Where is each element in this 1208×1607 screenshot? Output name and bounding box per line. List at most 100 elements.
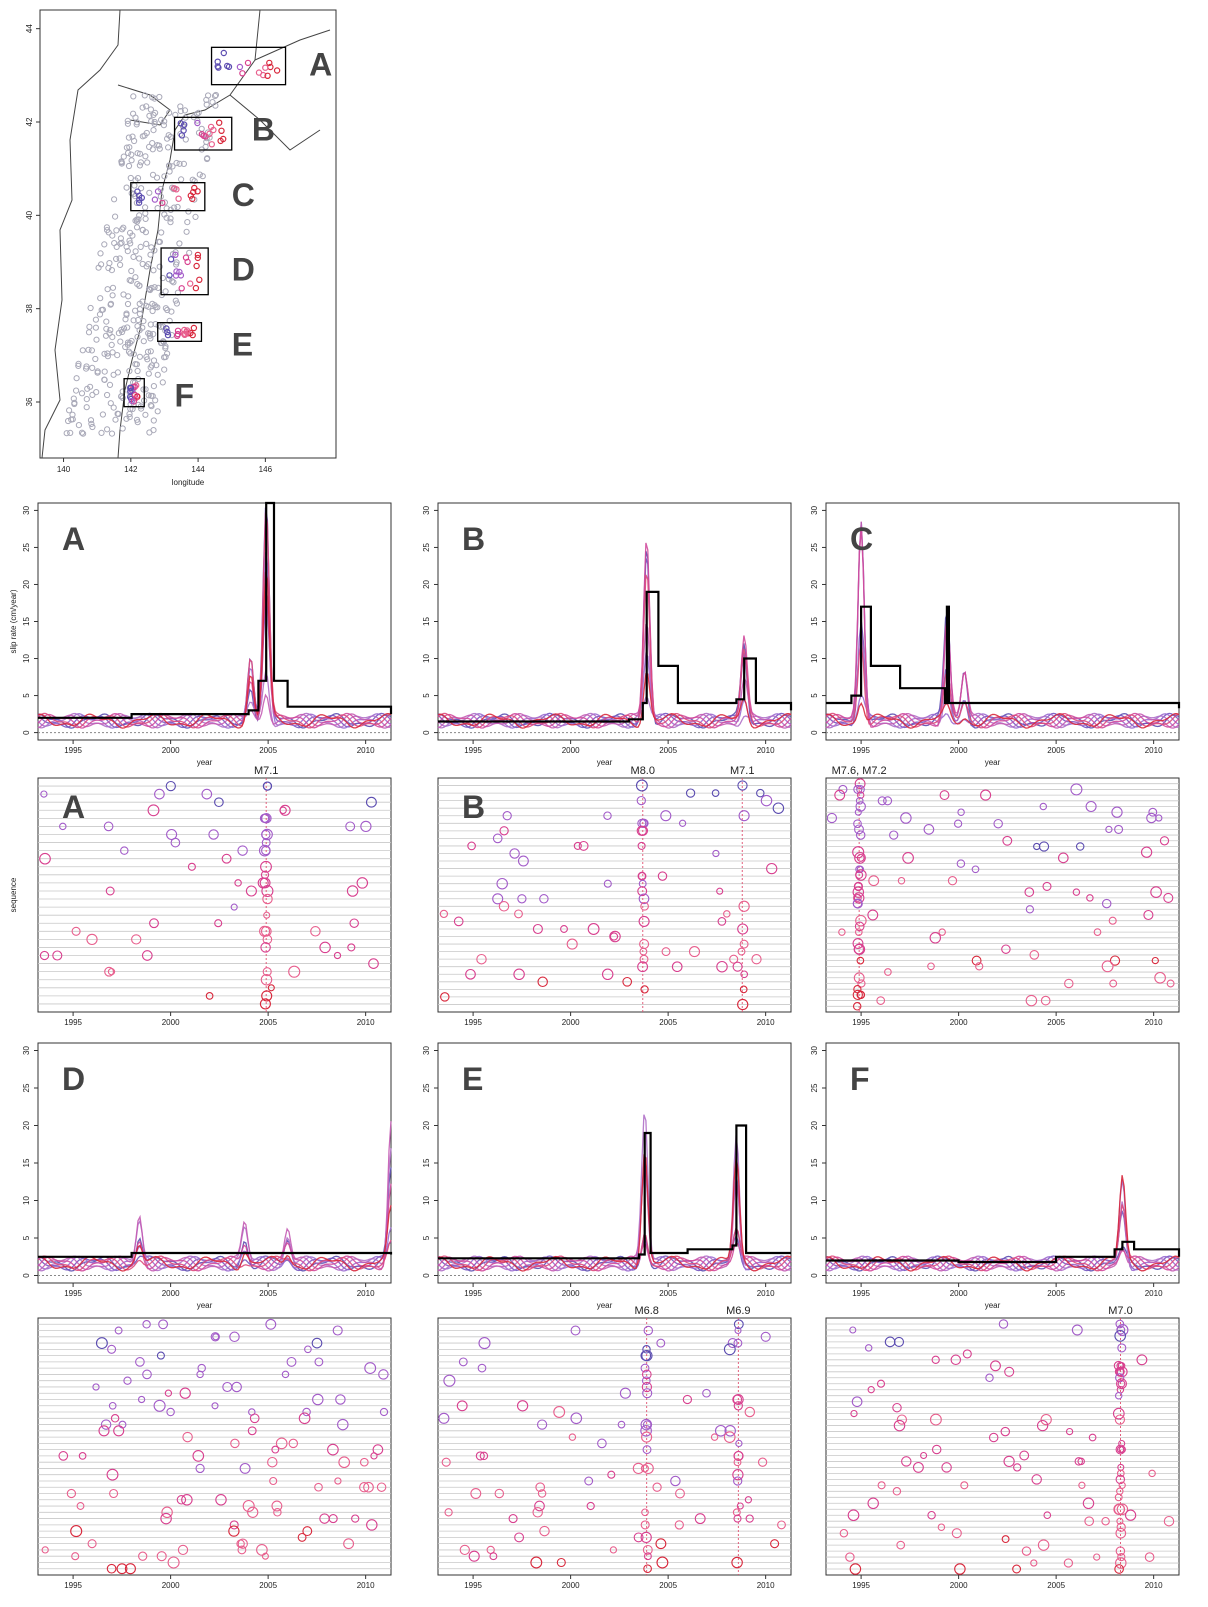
repeater-event-marker <box>570 1412 583 1425</box>
y-tick-label: 15 <box>422 617 431 626</box>
y-tick-label: 0 <box>810 730 819 735</box>
background-event-marker <box>124 120 132 127</box>
slip-panel-frame <box>825 1042 1180 1284</box>
repeater-event-marker <box>642 1420 652 1429</box>
background-event-marker <box>67 429 74 436</box>
background-event-marker <box>174 203 181 211</box>
region-event-marker <box>200 132 207 139</box>
repeater-event-marker <box>98 1425 110 1437</box>
region-event-marker <box>163 325 170 332</box>
repeater-event-marker <box>1113 1360 1124 1371</box>
slip-rate-curve <box>37 1183 392 1272</box>
repeater-event-marker <box>1101 898 1112 909</box>
repeater-event-marker <box>938 928 946 936</box>
repeater-event-marker <box>892 1402 902 1413</box>
repeater-event-marker <box>640 1520 650 1530</box>
repeater-event-marker <box>597 1438 607 1449</box>
repeater-event-marker <box>234 879 242 887</box>
background-event-marker <box>126 237 133 244</box>
background-event-marker <box>85 329 93 336</box>
background-event-marker <box>78 429 86 436</box>
repeater-event-marker <box>642 1388 653 1399</box>
x-tick-label: 2010 <box>1145 1018 1163 1027</box>
repeater-event-marker <box>496 877 508 890</box>
repeater-event-marker <box>733 1458 742 1467</box>
repeater-event-marker <box>931 1355 940 1364</box>
repeater-event-marker <box>181 1494 193 1506</box>
background-event-marker <box>92 324 100 331</box>
repeater-event-marker <box>556 1557 566 1568</box>
repeater-event-marker <box>479 1451 489 1461</box>
repeater-event-marker <box>470 1488 482 1499</box>
region-event-marker <box>255 69 263 76</box>
repeater-event-marker <box>852 989 863 1001</box>
repeater-event-marker <box>514 1532 525 1543</box>
repeater-event-marker <box>1115 1373 1125 1383</box>
repeater-event-marker <box>854 852 866 864</box>
repeater-event-marker <box>59 822 67 831</box>
repeater-event-marker <box>1019 1450 1030 1461</box>
y-tick-label: 0 <box>22 730 31 735</box>
x-tick-label: 2000 <box>950 1581 968 1590</box>
x-tick-label: 2010 <box>357 1289 375 1298</box>
background-event-marker <box>123 184 130 191</box>
repeater-event-marker <box>271 1500 283 1512</box>
repeater-event-marker <box>1101 960 1114 973</box>
background-event-marker <box>119 425 126 432</box>
x-tick-label: 1995 <box>64 1581 82 1590</box>
repeater-event-marker <box>732 1394 744 1405</box>
repeater-event-marker <box>884 1336 896 1348</box>
background-event-marker <box>154 371 161 378</box>
repeater-event-marker <box>476 953 487 965</box>
sequence-panel-frame <box>37 1317 392 1576</box>
y-tick-label: 5 <box>422 693 431 698</box>
repeater-event-marker <box>1115 1367 1125 1377</box>
background-event-marker <box>149 94 156 101</box>
background-event-marker <box>166 168 173 175</box>
repeater-event-marker <box>641 1369 652 1380</box>
x-tick-label: 2005 <box>259 746 277 755</box>
repeater-event-marker <box>444 1508 453 1517</box>
background-event-marker <box>203 96 210 104</box>
x-tick-label: 2005 <box>259 1581 277 1590</box>
slip-rate-curve <box>437 1241 792 1272</box>
region-box-c <box>130 182 206 212</box>
repeater-event-marker <box>609 932 619 941</box>
background-event-marker <box>126 410 133 418</box>
background-event-marker <box>130 253 137 260</box>
sequence-panel-frame <box>437 777 792 1013</box>
repeater-event-marker <box>124 1563 136 1575</box>
repeater-event-marker <box>376 1482 387 1492</box>
background-event-marker <box>97 295 104 302</box>
x-tick-label: 2005 <box>659 1289 677 1298</box>
map-y-tick-label: 38 <box>25 304 34 313</box>
repeater-event-marker <box>1140 846 1153 858</box>
background-event-marker <box>83 365 90 372</box>
repeater-event-marker <box>347 943 356 952</box>
x-tick-label: 2010 <box>357 1581 375 1590</box>
background-event-marker <box>69 411 76 418</box>
background-event-marker <box>136 353 143 360</box>
map-x-tick-label: 144 <box>191 465 205 474</box>
repeater-event-marker <box>107 968 116 976</box>
repeater-event-marker <box>208 829 219 840</box>
repeater-event-marker <box>850 1409 858 1418</box>
slip-panel-frame <box>825 502 1180 741</box>
slip-panel-frame <box>37 502 392 741</box>
repeater-event-marker <box>92 1383 100 1391</box>
repeater-event-marker <box>854 808 862 816</box>
repeater-event-marker <box>1101 1516 1110 1526</box>
repeater-event-marker <box>877 796 887 806</box>
background-event-marker <box>101 368 108 375</box>
background-event-marker <box>124 248 131 255</box>
repeater-event-marker <box>772 802 785 814</box>
background-event-marker <box>79 347 86 354</box>
repeater-event-marker <box>927 962 935 971</box>
repeater-event-marker <box>655 1538 667 1550</box>
repeater-event-marker <box>236 1539 245 1548</box>
repeater-event-marker <box>267 984 275 992</box>
repeater-event-marker <box>365 796 377 808</box>
x-tick-label: 1995 <box>852 1289 870 1298</box>
repeater-event-marker <box>1029 950 1040 960</box>
x-tick-label: 2005 <box>659 1581 677 1590</box>
